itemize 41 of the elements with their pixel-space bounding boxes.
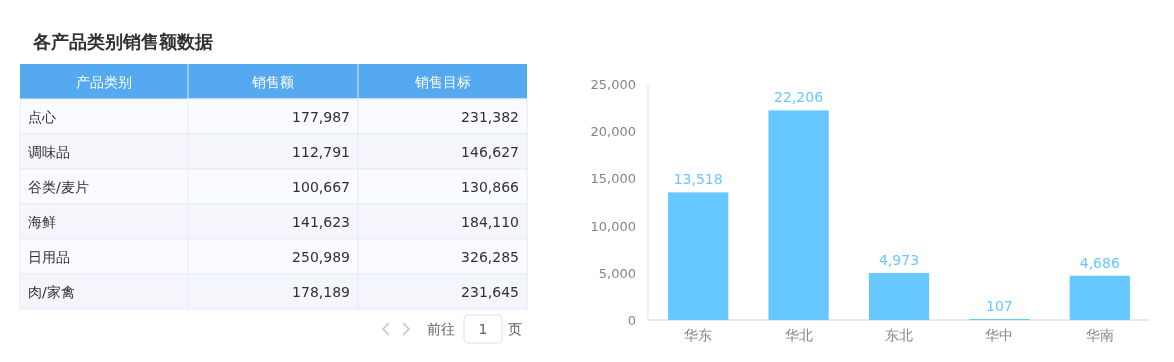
x-tick-label: 华南 (1085, 327, 1114, 343)
x-tick-label: 华中 (985, 327, 1014, 343)
text: 各产品类别销售额数据 (32, 31, 213, 52)
data-label: 112,791 (292, 143, 350, 160)
text: 前往 (427, 321, 455, 337)
y-tick-label: 10,000 (590, 218, 636, 234)
x-tick-label: 华东 (684, 327, 713, 343)
data-label: 100,667 (292, 178, 350, 195)
data-label: 250,989 (292, 248, 350, 265)
series-label: 销售额 (251, 73, 294, 90)
text: 页 (508, 321, 522, 337)
data-label: 177,987 (292, 108, 350, 125)
data-label: 4,973 (878, 252, 920, 269)
text: 产品类别 (76, 73, 132, 90)
data-label: 22,206 (774, 89, 824, 106)
data-label: 146,627 (461, 143, 519, 160)
category-label: 肉/家禽 (28, 283, 75, 300)
category-label: 点心 (28, 108, 56, 125)
data-label: 130,866 (461, 178, 520, 195)
y-tick-label: 20,000 (590, 124, 636, 140)
x-tick-label: 华北 (784, 327, 813, 343)
data-label: 231,645 (461, 283, 519, 300)
category-label: 海鲜 (28, 213, 56, 230)
x-tick-label: 东北 (885, 327, 913, 343)
y-tick-label: 25,000 (590, 77, 636, 92)
category-label: 谷类/麦片 (28, 178, 89, 195)
data-label: 13,518 (673, 171, 723, 188)
data-label: 231,382 (461, 108, 519, 125)
data-label: 178,189 (292, 283, 350, 300)
data-label: 184,110 (461, 213, 519, 230)
y-tick-label: 15,000 (590, 171, 636, 187)
category-label: 日用品 (28, 248, 70, 265)
series-label: 销售目标 (413, 73, 471, 90)
y-tick-label: 5,000 (598, 265, 636, 281)
category-label: 调味品 (28, 143, 70, 160)
y-tick-label: 0 (627, 313, 636, 328)
data-label: 107 (986, 297, 1013, 314)
data-label: 141,623 (292, 213, 350, 230)
data-label: 326,285 (461, 248, 519, 265)
data-label: 4,686 (1079, 254, 1120, 271)
text: 1 (478, 321, 488, 337)
